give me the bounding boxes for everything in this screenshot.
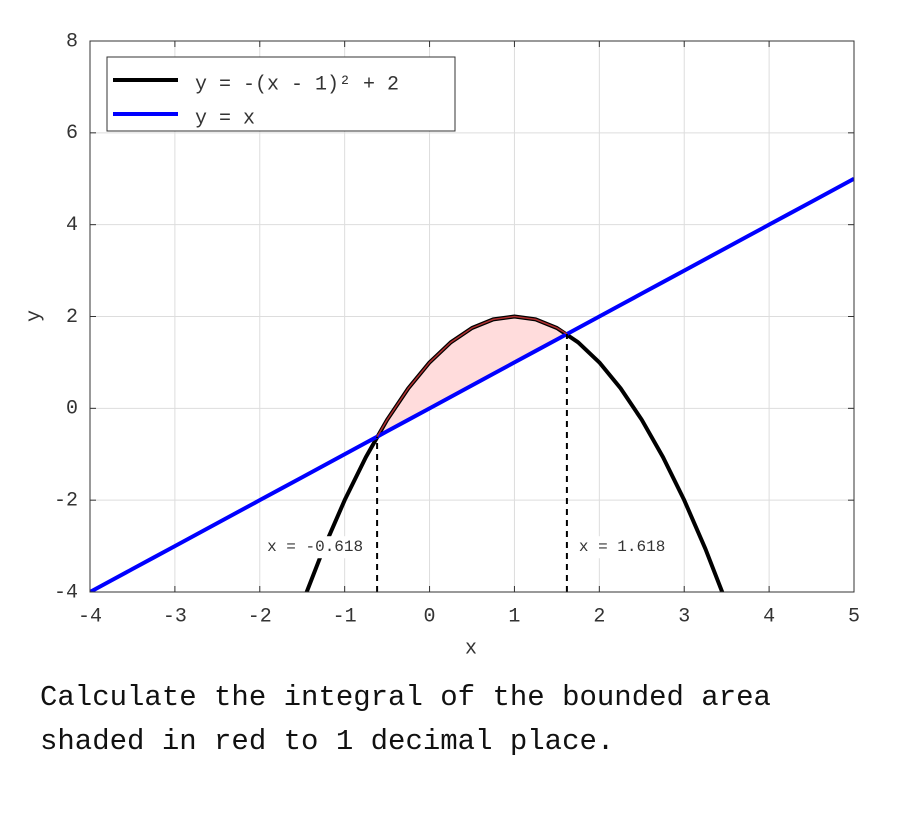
x-tick-label: -1 bbox=[333, 605, 357, 628]
x-tick-label: -3 bbox=[163, 605, 187, 628]
shaded-edge bbox=[376, 315, 568, 438]
marker-label: x = 1.618 bbox=[579, 538, 665, 556]
x-tick-label: 2 bbox=[593, 605, 605, 628]
marker-label-bg bbox=[574, 536, 670, 559]
x-tick-label: 3 bbox=[678, 605, 690, 628]
y-tick-label: -4 bbox=[54, 581, 78, 604]
y-tick-label: 6 bbox=[66, 122, 78, 145]
y-tick-label: 0 bbox=[66, 398, 78, 421]
y-tick-label: 4 bbox=[66, 214, 78, 237]
marker-label-bg bbox=[263, 536, 368, 559]
plot-frame bbox=[89, 40, 855, 593]
plot-lines bbox=[90, 176, 854, 592]
x-tick-label: 1 bbox=[508, 605, 520, 628]
y-axis-label: y bbox=[23, 310, 46, 322]
x-tick-label: 4 bbox=[763, 605, 775, 628]
legend-box bbox=[106, 56, 456, 132]
x-tick-label: -2 bbox=[248, 605, 272, 628]
legend-label: y = -(x - 1)² + 2 bbox=[195, 73, 399, 96]
x-axis-label: x bbox=[465, 637, 477, 660]
marker-label: x = -0.618 bbox=[267, 538, 363, 556]
x-tick-label: -4 bbox=[78, 605, 102, 628]
y-tick-label: 8 bbox=[66, 30, 78, 53]
question: Calculate the integral of the bounded ar… bbox=[40, 681, 771, 758]
y-tick-label: -2 bbox=[54, 489, 78, 512]
y-tick-label: 2 bbox=[66, 306, 78, 329]
x-tick-label: 5 bbox=[848, 605, 860, 628]
legend-label: y = x bbox=[195, 107, 255, 130]
x-tick-label: 0 bbox=[424, 605, 436, 628]
chart: x y -4 -3 -2 -1 0 1 2 3 4 5 -4 -2 0 2 4 6 8 x = -0.618 x =… bbox=[23, 30, 860, 660]
series-line bbox=[90, 176, 854, 592]
shaded-area bbox=[377, 316, 567, 437]
